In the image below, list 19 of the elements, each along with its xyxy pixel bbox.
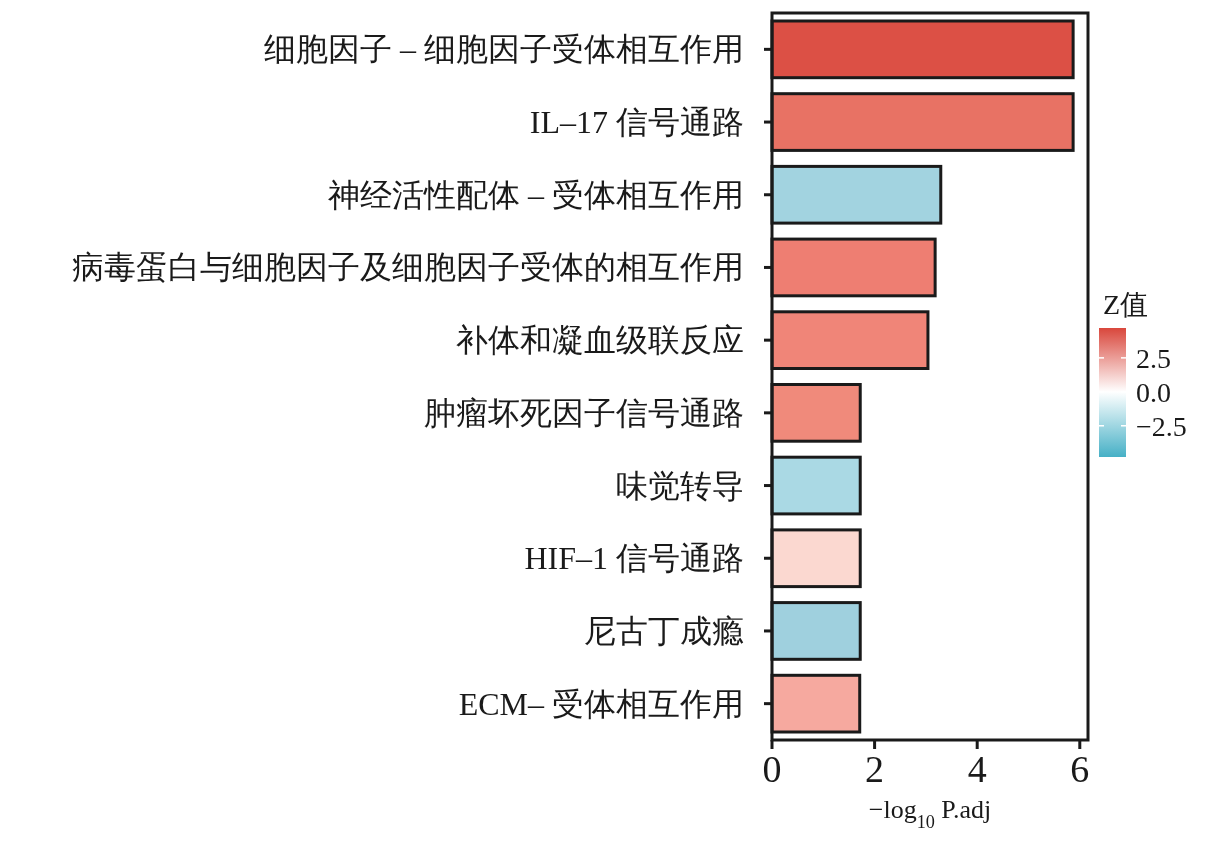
y-tick-label: 病毒蛋白与细胞因子及细胞因子受体的相互作用 [72, 249, 744, 286]
y-tick-label: 尼古丁成瘾 [584, 612, 744, 649]
y-tick-label: IL–17 信号通路 [529, 104, 744, 141]
y-tick-label: 细胞因子 – 细胞因子受体相互作用 [264, 31, 744, 68]
y-tick-label: 味觉转导 [616, 467, 744, 504]
color-bar-label: −2.5 [1136, 410, 1187, 442]
y-tick-label: HIF–1 信号通路 [524, 540, 744, 577]
color-bar-title: Z值 [1103, 289, 1149, 320]
color-bar-label: 0.0 [1136, 376, 1171, 408]
x-tick-label: 0 [762, 748, 782, 790]
color-bar-label: 2.5 [1136, 342, 1171, 374]
x-axis-title: −log$_{10}$ P.adj [868, 795, 992, 832]
y-tick-label: 补体和凝血级联反应 [456, 322, 744, 359]
y-tick-label: ECM– 受体相互作用 [458, 685, 744, 722]
x-tick-label: 6 [1070, 748, 1090, 790]
x-tick-label: 2 [865, 748, 885, 790]
y-tick-label: 神经活性配体 – 受体相互作用 [328, 176, 744, 213]
x-tick-label: 4 [967, 748, 987, 790]
y-tick-label: 肿瘤坏死因子信号通路 [424, 394, 744, 431]
